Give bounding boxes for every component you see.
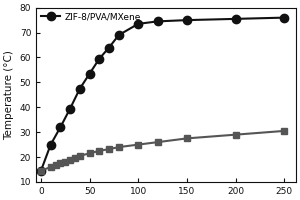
- ZIF-8/PVA/MXene: [136, 23, 140, 25]
- ZIF-8/PVA/MXene: [185, 19, 189, 21]
- Legend: ZIF-8/PVA/MXene: ZIF-8/PVA/MXene: [39, 10, 143, 23]
- Y-axis label: Temperature (°C): Temperature (°C): [4, 50, 14, 140]
- ZIF-8/PVA/MXene: [98, 58, 101, 60]
- ZIF-8/PVA/MXene: [156, 20, 160, 23]
- ZIF-8/PVA/MXene: [68, 107, 72, 110]
- ZIF-8/PVA/MXene: [107, 46, 111, 49]
- ZIF-8/PVA/MXene: [39, 170, 43, 172]
- ZIF-8/PVA/MXene: [58, 126, 62, 128]
- Line: ZIF-8/PVA/MXene: ZIF-8/PVA/MXene: [37, 13, 288, 175]
- ZIF-8/PVA/MXene: [282, 16, 286, 19]
- ZIF-8/PVA/MXene: [88, 72, 92, 75]
- ZIF-8/PVA/MXene: [78, 87, 82, 90]
- ZIF-8/PVA/MXene: [117, 34, 121, 36]
- ZIF-8/PVA/MXene: [49, 143, 52, 146]
- ZIF-8/PVA/MXene: [234, 18, 237, 20]
